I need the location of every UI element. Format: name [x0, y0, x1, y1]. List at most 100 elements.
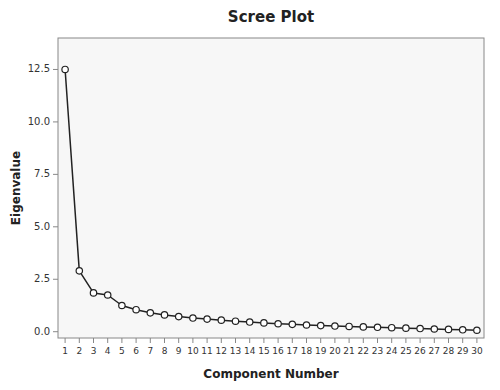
x-tick-label: 4 — [105, 346, 111, 356]
point — [474, 327, 480, 333]
x-tick — [476, 338, 477, 343]
point — [105, 292, 111, 298]
point — [417, 325, 423, 331]
x-tick-label: 16 — [272, 346, 284, 356]
x-tick — [377, 338, 378, 343]
x-tick-label: 2 — [76, 346, 82, 356]
y-tick — [53, 121, 58, 122]
y-tick — [53, 174, 58, 175]
y-tick-label: 7.5 — [34, 168, 50, 179]
x-tick-label: 17 — [287, 346, 298, 356]
x-tick — [434, 338, 435, 343]
point — [445, 326, 451, 332]
y-tick-label: 2.5 — [34, 273, 50, 284]
x-tick — [164, 338, 165, 343]
point — [204, 316, 210, 322]
y-tick-label: 12.5 — [28, 63, 50, 74]
title: Scree Plot — [228, 8, 314, 26]
x-tick — [107, 338, 108, 343]
point — [119, 302, 125, 308]
point — [247, 319, 253, 325]
x-tick-label: 1 — [62, 346, 68, 356]
y-tick-label: 10.0 — [28, 116, 50, 127]
x-tick-label: 11 — [201, 346, 212, 356]
point — [346, 323, 352, 329]
x-tick-label: 20 — [329, 346, 341, 356]
x-tick — [391, 338, 392, 343]
x-tick-label: 25 — [400, 346, 411, 356]
y-tick — [53, 331, 58, 332]
y-tick-label: 5.0 — [34, 221, 50, 232]
point — [360, 324, 366, 330]
x-tick-label: 14 — [244, 346, 256, 356]
x-tick-label: 15 — [258, 346, 269, 356]
y-tick-label: 0.0 — [34, 326, 50, 337]
x-tick — [363, 338, 364, 343]
x-tick — [235, 338, 236, 343]
x-tick-label: 21 — [343, 346, 354, 356]
x-tick — [292, 338, 293, 343]
x-tick — [192, 338, 193, 343]
x-tick — [448, 338, 449, 343]
x-tick-label: 8 — [162, 346, 168, 356]
x-tick-label: 12 — [216, 346, 227, 356]
x-tick — [178, 338, 179, 343]
point — [289, 321, 295, 327]
x-tick-label: 13 — [230, 346, 241, 356]
point — [161, 312, 167, 318]
x-tick — [79, 338, 80, 343]
x-tick — [462, 338, 463, 343]
x-tick-label: 10 — [187, 346, 199, 356]
x-tick-label: 28 — [443, 346, 455, 356]
x-tick-label: 19 — [315, 346, 327, 356]
point — [431, 326, 437, 332]
x-tick — [150, 338, 151, 343]
x-tick — [405, 338, 406, 343]
y-tick — [53, 226, 58, 227]
point — [303, 322, 309, 328]
point — [232, 318, 238, 324]
point — [218, 317, 224, 323]
x-tick-label: 22 — [358, 346, 369, 356]
x-tick-label: 27 — [429, 346, 440, 356]
point — [62, 66, 68, 72]
point — [147, 310, 153, 316]
x-tick-label: 29 — [457, 346, 469, 356]
x-tick-label: 30 — [471, 346, 483, 356]
x-tick — [334, 338, 335, 343]
x-tick — [263, 338, 264, 343]
point — [389, 325, 395, 331]
x-tick-label: 6 — [133, 346, 139, 356]
point — [76, 268, 82, 274]
chart: 0.02.55.07.510.012.512345678910111213141… — [0, 0, 500, 390]
x-tick — [207, 338, 208, 343]
x-tick-label: 3 — [91, 346, 97, 356]
point — [275, 321, 281, 327]
y-axis-label: Eigenvalue — [9, 151, 23, 225]
x-tick-label: 7 — [147, 346, 153, 356]
plot-frame — [58, 38, 484, 338]
x-tick-label: 26 — [414, 346, 426, 356]
axes: 0.02.55.07.510.012.512345678910111213141… — [28, 63, 483, 356]
point — [190, 315, 196, 321]
y-tick — [53, 69, 58, 70]
point — [133, 306, 139, 312]
point — [90, 290, 96, 296]
x-tick — [278, 338, 279, 343]
x-tick — [121, 338, 122, 343]
point — [176, 313, 182, 319]
x-tick-label: 24 — [386, 346, 398, 356]
x-tick — [349, 338, 350, 343]
point — [460, 327, 466, 333]
x-tick — [420, 338, 421, 343]
x-tick — [320, 338, 321, 343]
y-tick — [53, 279, 58, 280]
x-tick-label: 23 — [372, 346, 383, 356]
x-tick — [65, 338, 66, 343]
x-tick — [249, 338, 250, 343]
x-tick — [221, 338, 222, 343]
point — [332, 323, 338, 329]
point — [403, 325, 409, 331]
line — [65, 69, 477, 330]
x-tick — [136, 338, 137, 343]
